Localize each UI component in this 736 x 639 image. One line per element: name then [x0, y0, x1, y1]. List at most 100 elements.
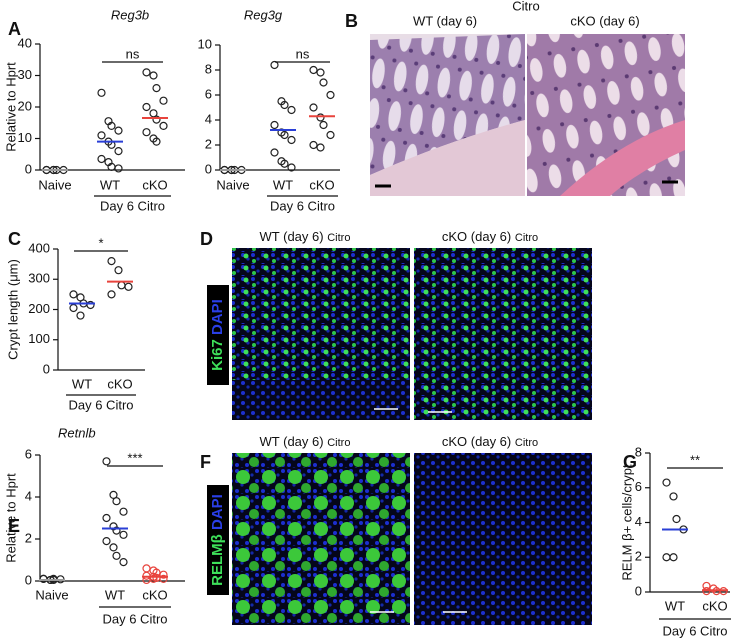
- significance-label: ***: [127, 450, 142, 465]
- x-tick-label: WT: [100, 177, 120, 192]
- significance-label: **: [690, 452, 700, 467]
- image-label: WT (day 6): [413, 13, 477, 28]
- y-tick-label: 2: [635, 549, 642, 564]
- data-point: [76, 311, 85, 320]
- data-point: [662, 478, 671, 487]
- data-point: [662, 553, 671, 562]
- data-point: [149, 574, 158, 584]
- data-point: [107, 290, 116, 299]
- tissue: [232, 380, 410, 420]
- data-point: [287, 163, 296, 172]
- data-point: [142, 102, 151, 112]
- data-point: [69, 290, 78, 299]
- y-tick-label: 40: [18, 35, 32, 50]
- x-tick-label: cKO: [702, 598, 727, 613]
- micrograph: [414, 248, 592, 420]
- x-tick-label: cKO: [142, 587, 167, 602]
- stain-label-bg: [207, 285, 229, 385]
- data-point: [159, 574, 168, 584]
- x-tick-label: cKO: [309, 177, 334, 192]
- data-point: [669, 553, 678, 562]
- group-label: Day 6 Citro: [100, 198, 165, 213]
- y-tick-label: 8: [205, 61, 212, 76]
- y-tick-label: 30: [18, 67, 32, 82]
- y-tick-label: 2: [25, 530, 32, 545]
- group-label: Day 6 Citro: [270, 198, 335, 213]
- data-point: [97, 131, 106, 140]
- significance-label: *: [98, 235, 103, 250]
- data-point: [319, 120, 328, 130]
- y-tick-label: 6: [635, 479, 642, 494]
- group-label: Day 6 Citro: [68, 397, 133, 412]
- data-point: [119, 507, 128, 516]
- data-point: [270, 120, 279, 130]
- significance-label: ns: [296, 46, 310, 61]
- y-tick-label: 0: [43, 361, 50, 376]
- data-point: [280, 159, 289, 168]
- data-point: [117, 281, 126, 290]
- x-tick-label: Naive: [38, 177, 71, 192]
- data-point: [97, 154, 106, 164]
- data-point: [280, 130, 289, 140]
- tissue: [560, 120, 685, 196]
- image-label: cKO (day 6) Citro: [442, 229, 538, 244]
- data-point: [114, 266, 123, 275]
- data-point: [109, 490, 118, 499]
- data-point: [270, 60, 279, 70]
- data-point: [109, 543, 118, 552]
- y-axis-label: Relative to Hprt: [3, 62, 18, 152]
- x-tick-label: Naive: [216, 177, 249, 192]
- y-tick-label: 8: [635, 444, 642, 459]
- y-axis-label: RELM β+ cells/crypt: [619, 464, 634, 581]
- data-point: [49, 574, 58, 584]
- micrograph: [232, 453, 410, 625]
- y-tick-label: 4: [205, 111, 212, 126]
- data-point: [114, 126, 123, 135]
- data-point: [672, 514, 681, 524]
- data-point: [326, 90, 335, 100]
- data-point: [114, 164, 123, 173]
- data-point: [309, 103, 318, 112]
- panel-letter: F: [200, 452, 211, 472]
- image-label: WT (day 6) Citro: [260, 229, 351, 244]
- data-point: [159, 121, 168, 131]
- tissue: [370, 34, 525, 175]
- y-tick-label: 0: [635, 583, 642, 598]
- data-point: [669, 492, 678, 501]
- stain-label-bg: [207, 485, 229, 595]
- data-point: [152, 115, 161, 124]
- panel-letter: D: [200, 229, 213, 249]
- data-point: [159, 96, 168, 105]
- panel-letter: C: [8, 229, 21, 249]
- panel-letter: B: [345, 11, 358, 31]
- y-tick-label: 0: [25, 161, 32, 176]
- data-point: [97, 88, 106, 97]
- image-title: Citro: [512, 0, 539, 13]
- y-tick-label: 20: [18, 98, 32, 113]
- x-tick-label: WT: [665, 598, 685, 613]
- x-tick-label: WT: [273, 177, 293, 192]
- y-tick-label: 0: [205, 161, 212, 176]
- data-point: [280, 100, 289, 110]
- data-point: [142, 128, 151, 137]
- data-point: [319, 78, 328, 87]
- image-label: cKO (day 6): [570, 13, 639, 28]
- group-label: Day 6 Citro: [102, 611, 167, 626]
- data-point: [119, 530, 128, 539]
- data-point: [112, 497, 121, 506]
- image-label: WT (day 6) Citro: [260, 434, 351, 449]
- x-tick-label: cKO: [107, 376, 132, 391]
- data-point: [309, 140, 318, 150]
- data-point: [287, 135, 296, 145]
- panel-letter: G: [623, 452, 637, 472]
- data-point: [69, 303, 78, 313]
- chart-title: Reg3b: [111, 7, 149, 22]
- data-point: [107, 121, 116, 131]
- y-tick-label: 4: [635, 514, 642, 529]
- data-point: [316, 113, 325, 122]
- data-point: [270, 148, 279, 157]
- tissue: [370, 120, 525, 196]
- y-tick-label: 10: [18, 130, 32, 145]
- y-axis-label: Crypt length (μm): [5, 259, 20, 360]
- y-tick-label: 6: [205, 86, 212, 101]
